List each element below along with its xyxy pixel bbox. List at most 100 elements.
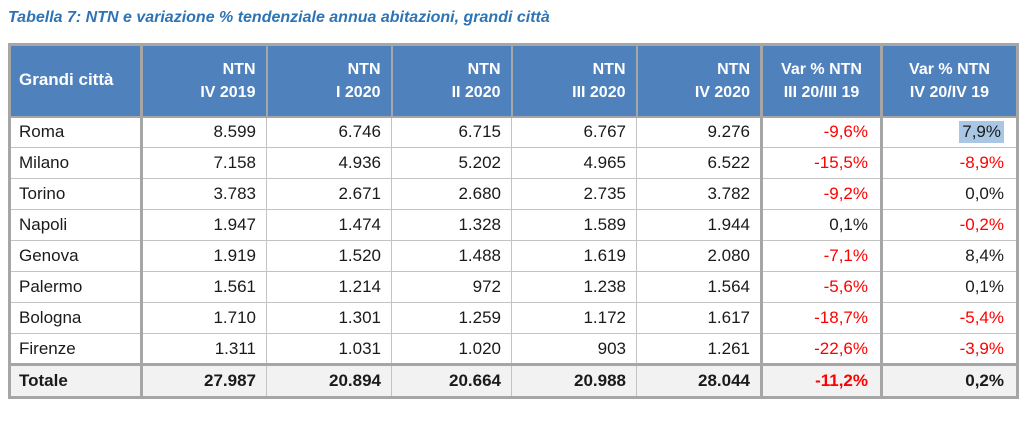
header-line1: NTN [717, 60, 750, 78]
var-value: -8,9% [959, 153, 1004, 172]
var-iii-cell: 0,1% [760, 209, 882, 241]
var-value: -7,1% [823, 246, 868, 265]
ntn-value-cell: 1.214 [266, 271, 392, 303]
var-value: -9,2% [823, 184, 868, 203]
ntn-value-cell: 1.564 [636, 271, 762, 303]
ntn-value-cell: 1.238 [511, 271, 637, 303]
ntn-value-cell: 1.031 [266, 333, 392, 365]
ntn-value-cell: 6.715 [391, 116, 512, 148]
var-value: 0,1% [829, 215, 868, 234]
var-iv-cell: -0,2% [880, 209, 1018, 241]
var-iv-cell: 7,9% [880, 116, 1018, 148]
ntn-value-cell: 1.474 [266, 209, 392, 241]
header-line1: NTN [592, 60, 626, 78]
var-value: -5,6% [823, 277, 868, 296]
var-iv-cell: 8,4% [880, 240, 1018, 272]
ntn-value-cell: 1.328 [391, 209, 512, 241]
header-line1: NTN [467, 60, 501, 78]
table-row-torino: Torino 3.783 2.671 2.680 2.735 3.782 -9,… [9, 178, 1018, 210]
var-value: -5,4% [959, 308, 1004, 327]
city-cell: Napoli [9, 209, 143, 241]
header-cell-ntn-iii2020: NTN III 2020 [510, 43, 638, 118]
header-line1: Var % NTN [781, 60, 862, 78]
total-ntn-cell: 27.987 [141, 363, 267, 398]
ntn-value-cell: 3.783 [141, 178, 267, 210]
var-iii-cell: -9,2% [760, 178, 882, 210]
total-label-cell: Totale [9, 363, 143, 398]
ntn-value-cell: 1.619 [511, 240, 637, 272]
var-value: -15,5% [814, 153, 868, 172]
total-ntn-cell: 20.894 [266, 363, 392, 398]
city-cell: Genova [9, 240, 143, 272]
ntn-value-cell: 6.767 [511, 116, 637, 148]
var-value: -22,6% [814, 338, 868, 358]
header-cell-ntn-iv2020: NTN IV 2020 [635, 43, 763, 118]
city-cell: Firenze [9, 333, 143, 365]
var-iii-cell: -9,6% [760, 116, 882, 148]
ntn-value-cell: 4.936 [266, 147, 392, 179]
var-value: 0,0% [965, 184, 1004, 203]
ntn-value-cell: 7.158 [141, 147, 267, 179]
ntn-value-cell: 1.561 [141, 271, 267, 303]
var-iv-cell: -3,9% [880, 333, 1018, 365]
header-line2: IV 2019 [200, 83, 256, 101]
var-iv-cell: 0,1% [880, 271, 1018, 303]
var-iii-cell: -15,5% [760, 147, 882, 179]
ntn-value-cell: 1.617 [636, 302, 762, 334]
city-cell: Palermo [9, 271, 143, 303]
city-cell: Milano [9, 147, 143, 179]
table-row-firenze: Firenze 1.311 1.031 1.020 903 1.261 -22,… [9, 333, 1018, 365]
ntn-value-cell: 1.259 [391, 302, 512, 334]
var-iii-cell: -22,6% [760, 333, 882, 365]
total-ntn-cell: 28.044 [636, 363, 762, 398]
ntn-value-cell: 1.301 [266, 302, 392, 334]
ntn-value-cell: 1.947 [141, 209, 267, 241]
total-row: Totale 27.987 20.894 20.664 20.988 28.04… [9, 363, 1018, 398]
ntn-value-cell: 2.680 [391, 178, 512, 210]
var-value: -11,2% [815, 371, 868, 390]
table-row-roma: Roma 8.599 6.746 6.715 6.767 9.276 -9,6%… [9, 116, 1018, 148]
ntn-value-cell: 972 [391, 271, 512, 303]
ntn-value-cell: 1.488 [391, 240, 512, 272]
total-ntn-cell: 20.988 [511, 363, 637, 398]
ntn-value-cell: 1.261 [636, 333, 762, 365]
ntn-value-cell: 1.919 [141, 240, 267, 272]
highlighted-var-value: 7,9% [959, 121, 1004, 144]
var-iii-cell: -7,1% [760, 240, 882, 272]
header-line2: III 2020 [572, 83, 626, 101]
ntn-value-cell: 1.589 [511, 209, 637, 241]
var-value: 0,2% [965, 371, 1004, 390]
ntn-value-cell: 1.944 [636, 209, 762, 241]
ntn-value-cell: 6.746 [266, 116, 392, 148]
ntn-value-cell: 8.599 [141, 116, 267, 148]
var-value: 8,4% [965, 246, 1004, 265]
var-iii-cell: -5,6% [760, 271, 882, 303]
var-value: -3,9% [959, 338, 1004, 358]
header-cell-var-iv20-iv19: Var % NTN IV 20/IV 19 [880, 43, 1019, 118]
var-value: -18,7% [814, 308, 868, 327]
var-value: -9,6% [823, 122, 868, 142]
header-line1: NTN [347, 60, 381, 78]
var-value: -0,2% [959, 215, 1004, 234]
total-var-iv-cell: 0,2% [880, 363, 1018, 398]
var-value: 0,1% [965, 277, 1004, 296]
ntn-value-cell: 2.671 [266, 178, 392, 210]
document-page: Tabella 7: NTN e variazione % tendenzial… [0, 9, 1024, 448]
ntn-table: Grandi città NTN IV 2019 NTN I 2020 NTN … [8, 43, 1019, 399]
header-cell-ntn-i2020: NTN I 2020 [265, 43, 393, 118]
ntn-value-cell: 1.311 [141, 333, 267, 365]
var-iv-cell: 0,0% [880, 178, 1018, 210]
header-cell-grandi-citta: Grandi città [8, 43, 143, 118]
ntn-value-cell: 903 [511, 333, 637, 365]
header-line1: NTN [222, 60, 256, 78]
ntn-value-cell: 3.782 [636, 178, 762, 210]
ntn-value-cell: 4.965 [511, 147, 637, 179]
ntn-value-cell: 1.520 [266, 240, 392, 272]
city-cell: Bologna [9, 302, 143, 334]
header-line2: III 20/III 19 [783, 83, 860, 101]
header-cell-var-iii20-iii19: Var % NTN III 20/III 19 [760, 43, 883, 118]
table-row-genova: Genova 1.919 1.520 1.488 1.619 2.080 -7,… [9, 240, 1018, 272]
header-row: Grandi città NTN IV 2019 NTN I 2020 NTN … [8, 43, 1019, 118]
city-cell: Torino [9, 178, 143, 210]
header-cell-ntn-iv2019: NTN IV 2019 [140, 43, 268, 118]
